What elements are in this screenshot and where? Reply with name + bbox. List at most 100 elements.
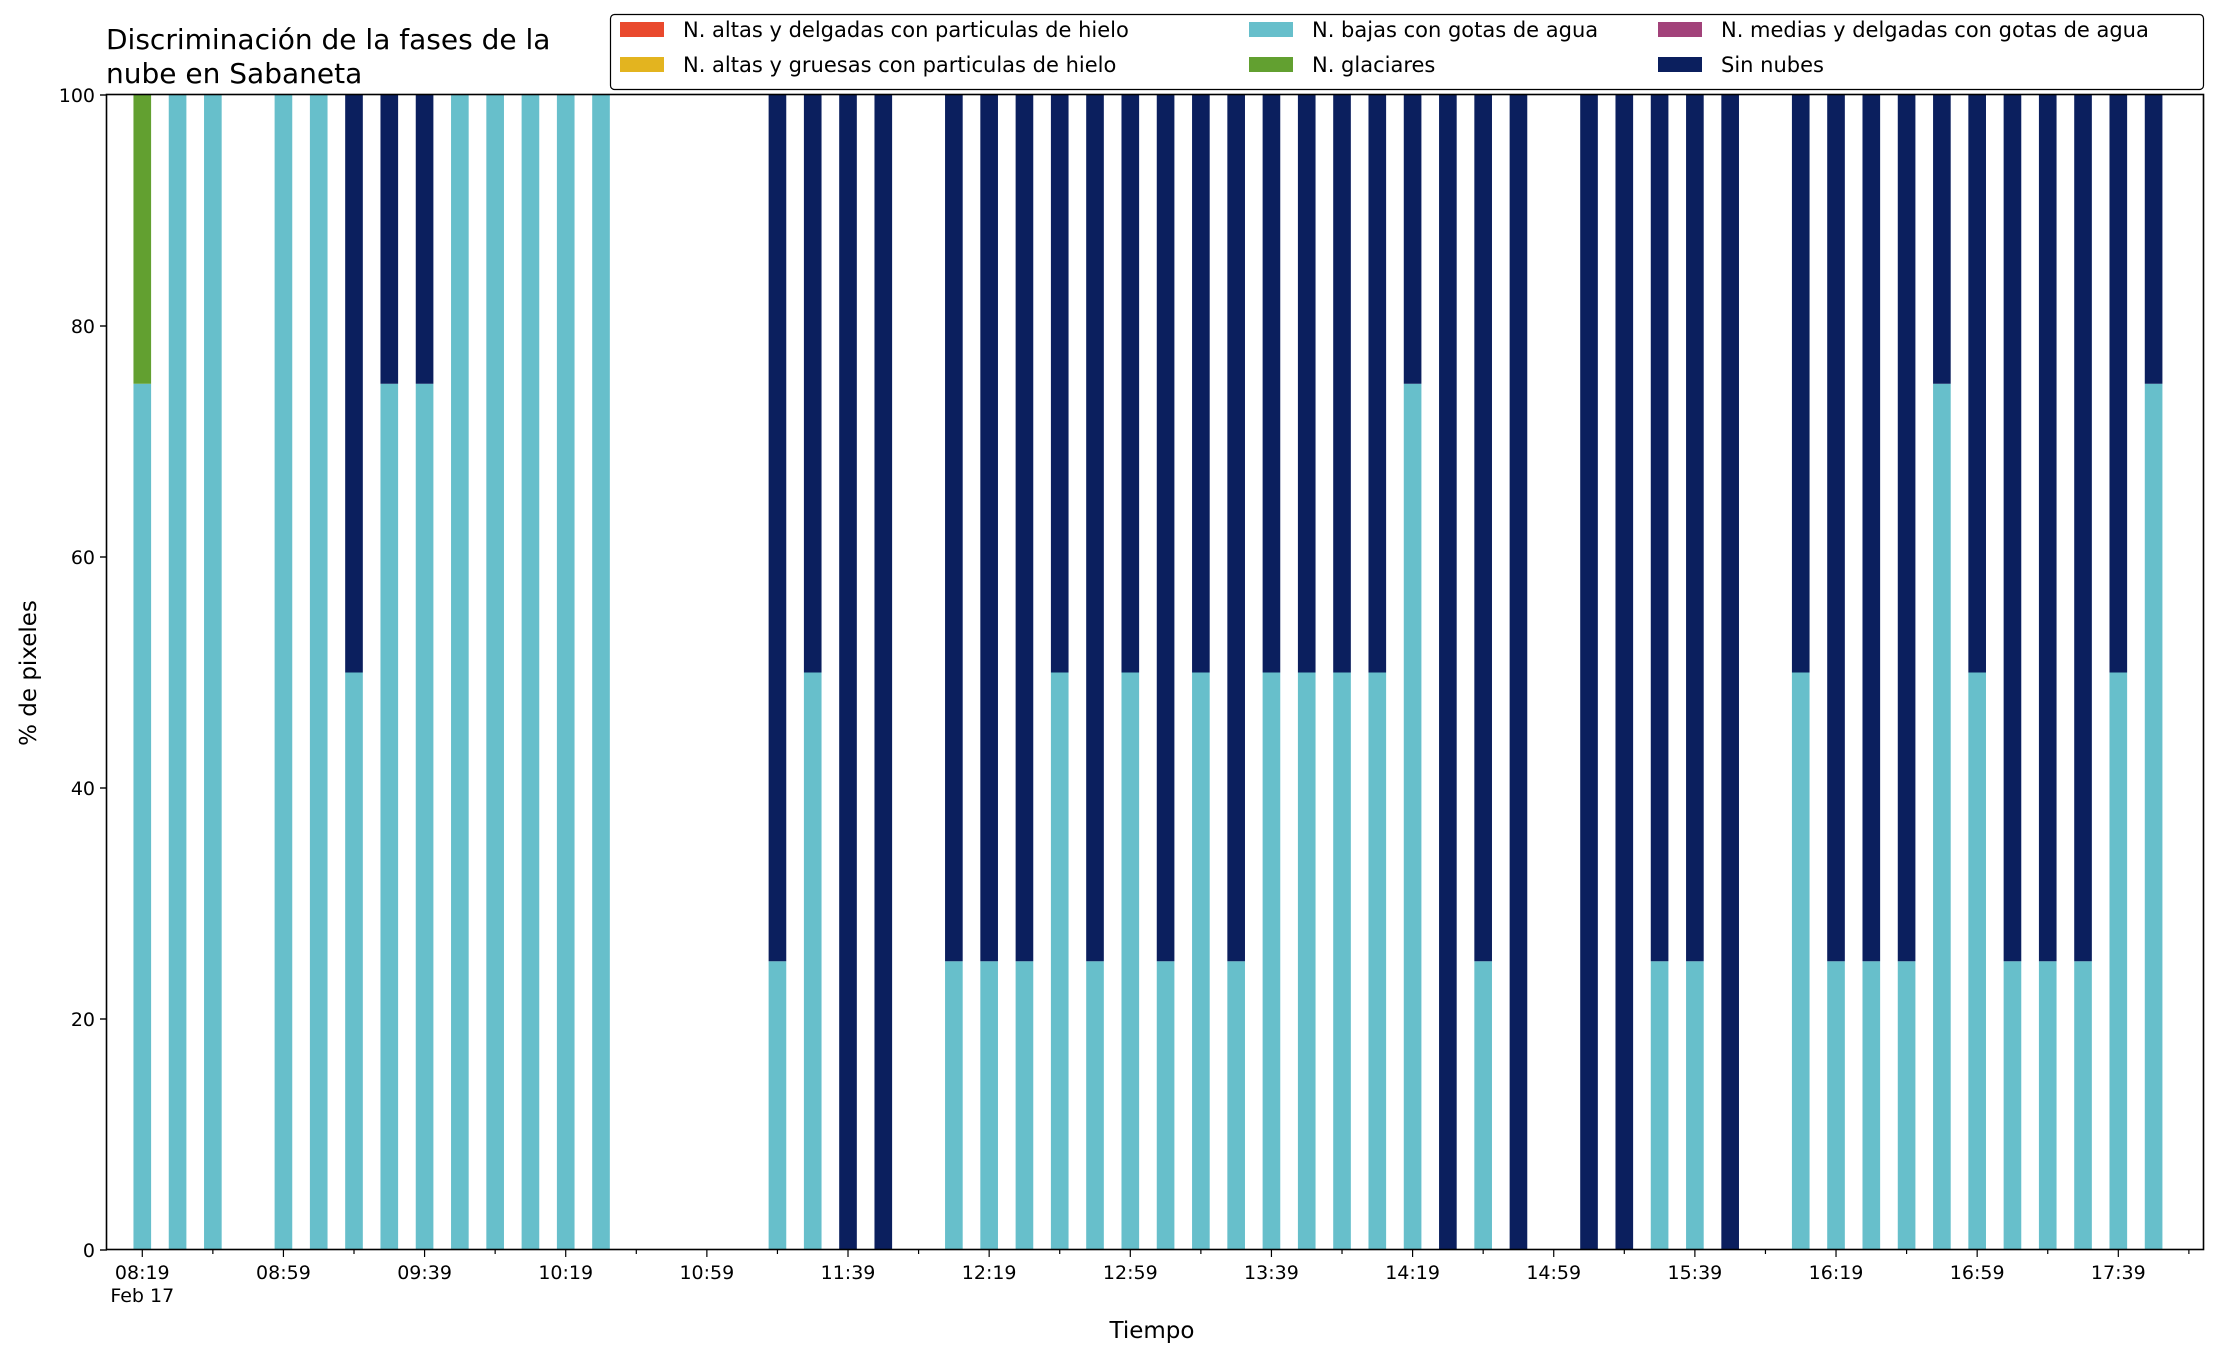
bar-segment-sin-nubes-1239 (1050, 95, 1069, 673)
bar-segment-sin-nubes-1749 (2144, 95, 2163, 384)
bar-group (133, 95, 2163, 1250)
y-tick-label: 80 (71, 316, 95, 338)
bar-segment-n-bajas-con-gotas-de-agua-1659 (1968, 672, 1986, 1250)
bar-segment-n-bajas-con-gotas-de-agua-1619 (1827, 961, 1845, 1250)
bar-segment-n-bajas-con-gotas-de-agua-1409 (1368, 672, 1387, 1250)
bar-segment-sin-nubes-1209 (945, 95, 963, 962)
bar-segment-n-bajas-con-gotas-de-agua-0929 (380, 383, 399, 1250)
bar-segment-sin-nubes-1439 (1474, 95, 1492, 962)
bar-segment-sin-nubes-1119 (768, 95, 787, 962)
y-axis: 0 20 40 60 80 100 (59, 85, 107, 1262)
y-tick-label: 40 (71, 778, 95, 800)
bar-segment-n-bajas-con-gotas-de-agua-1009 (521, 95, 540, 1250)
bar-segment-n-bajas-con-gotas-de-agua-1629 (1862, 961, 1881, 1250)
bar-segment-sin-nubes-1549 (1721, 95, 1739, 1250)
bar-segment-n-bajas-con-gotas-de-agua-0859 (274, 95, 293, 1250)
bar-segment-n-bajas-con-gotas-de-agua-1739 (2109, 672, 2128, 1250)
bar-segment-n-bajas-con-gotas-de-agua-0839 (204, 95, 222, 1250)
x-tick-label: 14:19 (1385, 1262, 1440, 1284)
bar-segment-sin-nubes-1509 (1580, 95, 1598, 1250)
bar-segment-n-bajas-con-gotas-de-agua-1209 (945, 961, 963, 1250)
bar-segment-sin-nubes-1639 (1897, 95, 1916, 962)
bar-segment-sin-nubes-1649 (1933, 95, 1951, 384)
x-tick-label: 13:39 (1244, 1262, 1299, 1284)
bar-segment-n-bajas-con-gotas-de-agua-1319 (1192, 672, 1210, 1250)
bar-segment-n-bajas-con-gotas-de-agua-1609 (1791, 672, 1810, 1250)
x-tick-label: 08:19 (115, 1262, 170, 1284)
bar-segment-sin-nubes-1309 (1156, 95, 1175, 962)
legend-swatch-n-bajas-con-gotas-de-agua (1249, 22, 1293, 37)
x-tick-label: 10:19 (538, 1262, 593, 1284)
y-tick-label: 0 (83, 1240, 95, 1262)
bar-segment-sin-nubes-1539 (1686, 95, 1704, 962)
bar-segment-sin-nubes-1719 (2038, 95, 2057, 962)
legend-label-n-bajas-con-gotas-de-agua: N. bajas con gotas de agua (1312, 18, 1598, 42)
legend: N. altas y delgadas con particulas de hi… (609, 13, 2205, 91)
bar-segment-n-bajas-con-gotas-de-agua-1309 (1156, 961, 1175, 1250)
bar-segment-sin-nubes-1349 (1297, 95, 1316, 673)
bar-segment-sin-nubes-1729 (2074, 95, 2092, 962)
bar-segment-sin-nubes-1359 (1333, 95, 1351, 673)
bar-segment-sin-nubes-1629 (1862, 95, 1881, 962)
bar-segment-n-bajas-con-gotas-de-agua-0939 (415, 383, 434, 1250)
bar-segment-n-bajas-con-gotas-de-agua-1119 (768, 961, 787, 1250)
bar-segment-n-bajas-con-gotas-de-agua-1259 (1121, 672, 1140, 1250)
bar-segment-n-bajas-con-gotas-de-agua-1419 (1403, 383, 1422, 1250)
bar-segment-n-bajas-con-gotas-de-agua-1439 (1474, 961, 1492, 1250)
plot-frame (105, 93, 2205, 1251)
bar-segment-n-bajas-con-gotas-de-agua-0829 (168, 95, 187, 1250)
bar-segment-n-bajas-con-gotas-de-agua-1249 (1086, 961, 1104, 1250)
bar-segment-n-bajas-con-gotas-de-agua-1719 (2038, 961, 2057, 1250)
x-tick-label: 17:39 (2091, 1262, 2146, 1284)
bar-segment-n-bajas-con-gotas-de-agua-1339 (1262, 672, 1281, 1250)
x-tick-label: 16:59 (1950, 1262, 2005, 1284)
bar-segment-sin-nubes-1529 (1650, 95, 1669, 962)
legend-label-n-medias-y-delgadas-con-gotas-de-agua: N. medias y delgadas con gotas de agua (1721, 18, 2149, 42)
x-tick-label: 10:59 (679, 1262, 734, 1284)
bar-segment-sin-nubes-1329 (1227, 95, 1245, 962)
bar-segment-n-bajas-con-gotas-de-agua-1539 (1686, 961, 1704, 1250)
x-tick-label: 12:19 (962, 1262, 1017, 1284)
bar-segment-n-bajas-con-gotas-de-agua-0909 (309, 95, 328, 1250)
bar-segment-n-bajas-con-gotas-de-agua-1639 (1897, 961, 1916, 1250)
y-axis-label: % de pixeles (16, 600, 42, 746)
bar-segment-n-bajas-con-gotas-de-agua-1129 (803, 672, 822, 1250)
bar-segment-sin-nubes-1139 (839, 95, 857, 1250)
x-date-label: Feb 17 (110, 1285, 174, 1307)
bar-segment-n-bajas-con-gotas-de-agua-0949 (451, 95, 469, 1250)
bar-segment-n-bajas-con-gotas-de-agua-0919 (345, 672, 363, 1250)
bar-segment-sin-nubes-1429 (1439, 95, 1457, 1250)
bar-segment-sin-nubes-1249 (1086, 95, 1104, 962)
x-tick-label: 11:39 (821, 1262, 876, 1284)
x-tick-label: 09:39 (397, 1262, 452, 1284)
bar-segment-n-bajas-con-gotas-de-agua-0959 (486, 95, 504, 1250)
bar-segment-sin-nubes-1219 (980, 95, 998, 962)
chart-title-line-1: Discriminación de la fases de la (106, 23, 550, 56)
bar-segment-sin-nubes-1609 (1791, 95, 1810, 673)
bar-segment-n-bajas-con-gotas-de-agua-1529 (1650, 961, 1669, 1250)
x-axis-label: Tiempo (1109, 1318, 1195, 1344)
bar-segment-sin-nubes-1709 (2003, 95, 2022, 962)
bar-segment-n-bajas-con-gotas-de-agua-1729 (2074, 961, 2092, 1250)
bar-segment-sin-nubes-1229 (1015, 95, 1034, 962)
bar-segment-sin-nubes-1259 (1121, 95, 1140, 673)
bar-segment-sin-nubes-1129 (803, 95, 822, 673)
y-tick-label: 100 (59, 85, 95, 107)
legend-label-sin-nubes: Sin nubes (1721, 53, 1824, 77)
bar-segment-sin-nubes-1319 (1192, 95, 1210, 673)
bar-segment-sin-nubes-0939 (415, 95, 434, 384)
bar-segment-n-bajas-con-gotas-de-agua-1219 (980, 961, 998, 1250)
legend-swatch-sin-nubes (1658, 57, 1702, 72)
legend-swatch-n-altas-y-gruesas-con-particulas-de-hielo (620, 57, 664, 72)
bar-segment-sin-nubes-1149 (874, 95, 893, 1250)
bar-segment-n-glaciares-0819 (133, 95, 152, 384)
x-tick-label: 14:59 (1526, 1262, 1581, 1284)
bar-segment-sin-nubes-1659 (1968, 95, 1986, 673)
bar-segment-sin-nubes-1409 (1368, 95, 1387, 673)
bar-segment-sin-nubes-1419 (1403, 95, 1422, 384)
bar-segment-n-bajas-con-gotas-de-agua-1029 (592, 95, 610, 1250)
legend-label-n-altas-y-gruesas-con-particulas-de-hielo: N. altas y gruesas con particulas de hie… (683, 53, 1116, 77)
bar-segment-sin-nubes-1339 (1262, 95, 1281, 673)
